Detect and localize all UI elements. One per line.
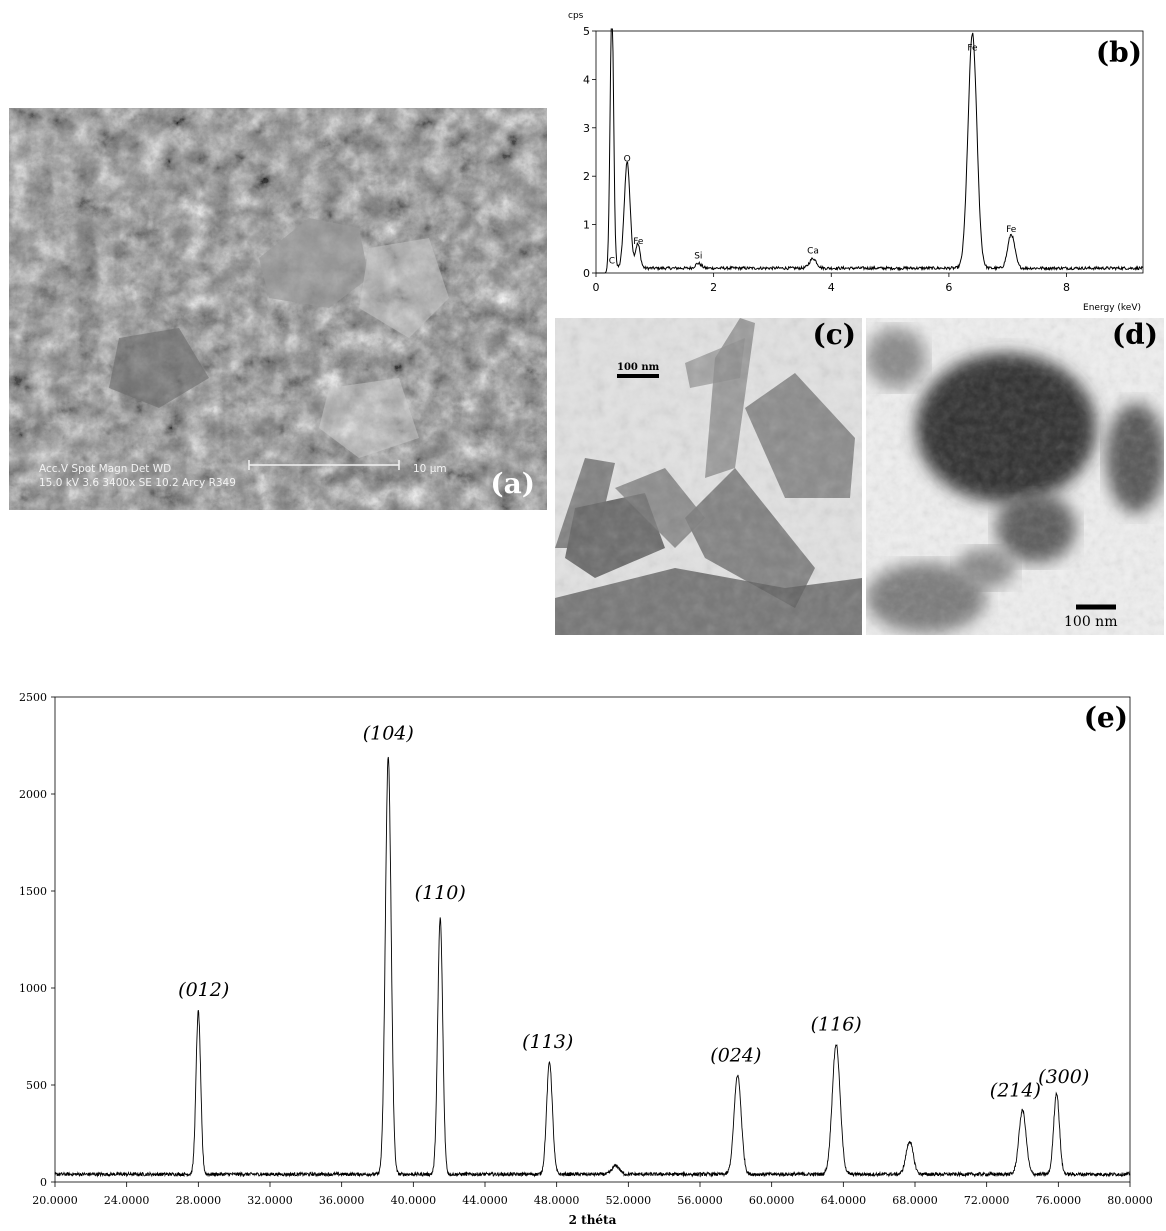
edx-x-axis-label: Energy (keV)	[1083, 303, 1141, 313]
xrd-x-tick-label: 64.0000	[821, 1194, 867, 1207]
edx-y-tick-label: 4	[583, 73, 590, 86]
edx-peak-label: Fe	[967, 43, 978, 53]
edx-x-tick-label: 0	[593, 281, 600, 294]
xrd-x-tick-label: 44.0000	[462, 1194, 508, 1207]
edx-spectrum-svg: cps Energy (keV) 0 1 2 3 4 5 0 2 4 6 8 C O Fe Si Ca Fe Fe	[568, 11, 1144, 313]
tem-d-scale-label: 100 nm	[1064, 614, 1117, 630]
xrd-y-tick-label: 1000	[19, 982, 47, 995]
xrd-peak-label: (214)	[990, 1080, 1041, 1102]
sem-info-row2: 15.0 kV 3.6 3400x SE 10.2 Arcy R349	[39, 477, 236, 489]
edx-peak-label: O	[624, 155, 631, 165]
xrd-x-axis-label: 2 théta	[569, 1213, 617, 1227]
edx-x-tick-label: 2	[710, 281, 717, 294]
xrd-pattern-line	[54, 756, 1131, 1178]
xrd-x-tick-label: 24.0000	[104, 1194, 150, 1207]
sem-info-row1: Acc.V Spot Magn Det WD	[39, 463, 171, 475]
panel-a-label: (a)	[490, 467, 535, 500]
xrd-peak-label: (300)	[1038, 1066, 1089, 1088]
edx-peak-label: Si	[694, 251, 702, 261]
xrd-pattern-svg: 0 500 1000 1500 2000 2500 20.0000 24.0000 28.000…	[19, 691, 1153, 1227]
xrd-x-tick-label: 40.0000	[391, 1194, 437, 1207]
xrd-peak-label: (012)	[178, 979, 229, 1001]
sem-scale-bar-label: 10 µm	[413, 463, 447, 475]
panel-d-label: (d)	[1111, 318, 1158, 351]
panel-b-label: (b)	[1095, 36, 1142, 69]
xrd-y-tick-label: 1500	[19, 885, 47, 898]
edx-y-tick-label: 2	[583, 170, 590, 183]
tem-aggregate-image: 100 nm	[866, 318, 1164, 635]
xrd-x-tick-label: 80.0000	[1107, 1194, 1153, 1207]
xrd-y-tick-label: 2000	[19, 788, 47, 801]
xrd-x-tick-label: 72.0000	[964, 1194, 1010, 1207]
xrd-peak-label: (116)	[811, 1014, 862, 1036]
tem-crystals-image: 100 nm	[555, 318, 862, 635]
xrd-x-tick-label: 20.0000	[32, 1194, 78, 1207]
xrd-x-tick-label: 68.0000	[892, 1194, 938, 1207]
xrd-y-tick-label: 0	[40, 1176, 47, 1189]
xrd-x-tick-label: 36.0000	[319, 1194, 365, 1207]
xrd-x-tick-label: 48.0000	[534, 1194, 580, 1207]
xrd-plot-frame	[54, 696, 1131, 1183]
edx-peak-label: Fe	[1006, 225, 1017, 235]
edx-x-tick-label: 6	[945, 281, 952, 294]
xrd-peak-label: (113)	[522, 1031, 573, 1053]
edx-x-tick-label: 8	[1063, 281, 1070, 294]
xrd-peak-label: (024)	[710, 1045, 761, 1067]
xrd-peak-label: (110)	[415, 882, 466, 904]
edx-y-tick-label: 5	[583, 25, 590, 38]
edx-x-tick-label: 4	[828, 281, 835, 294]
xrd-y-tick-label: 2500	[19, 691, 47, 704]
xrd-x-tick-label: 28.0000	[176, 1194, 222, 1207]
edx-y-tick-label: 3	[583, 122, 590, 135]
xrd-x-tick-label: 52.0000	[606, 1194, 652, 1207]
xrd-y-tick-label: 500	[26, 1079, 47, 1092]
sem-micrograph: Acc.V Spot Magn Det WD 15.0 kV 3.6 3400x…	[9, 108, 547, 510]
xrd-x-tick-label: 56.0000	[677, 1194, 723, 1207]
edx-plot-frame	[595, 30, 1144, 274]
edx-spectrum-chart: cps Energy (keV) 0 1 2 3 4 5 0 2 4 6 8 C O Fe Si Ca Fe Fe (…	[566, 0, 1156, 316]
xrd-peak-label: (104)	[363, 723, 414, 745]
sem-info-bar: Acc.V Spot Magn Det WD 15.0 kV 3.6 3400x…	[39, 460, 447, 489]
xrd-x-tick-label: 76.0000	[1036, 1194, 1082, 1207]
edx-peak-label: Fe	[633, 237, 644, 247]
tem-c-scale-label: 100 nm	[617, 362, 660, 373]
sem-image: Acc.V Spot Magn Det WD 15.0 kV 3.6 3400x…	[9, 108, 547, 510]
edx-y-axis-label: cps	[568, 11, 584, 21]
edx-peak-label: Ca	[807, 247, 819, 257]
edx-peak-label: C	[609, 256, 615, 266]
edx-y-tick-label: 1	[583, 219, 590, 232]
tem-image-c: 100 nm (c)	[555, 318, 862, 635]
tem-image-d: 100 nm (d)	[866, 318, 1164, 635]
xrd-x-tick-label: 60.0000	[749, 1194, 795, 1207]
panel-e-label: (e)	[1083, 701, 1128, 734]
edx-y-tick-label: 0	[583, 267, 590, 280]
edx-spectrum-line	[596, 28, 1144, 274]
xrd-pattern-chart: 0 500 1000 1500 2000 2500 20.0000 24.0000 28.000…	[0, 685, 1166, 1231]
xrd-x-tick-label: 32.0000	[247, 1194, 293, 1207]
panel-c-label: (c)	[812, 318, 856, 351]
